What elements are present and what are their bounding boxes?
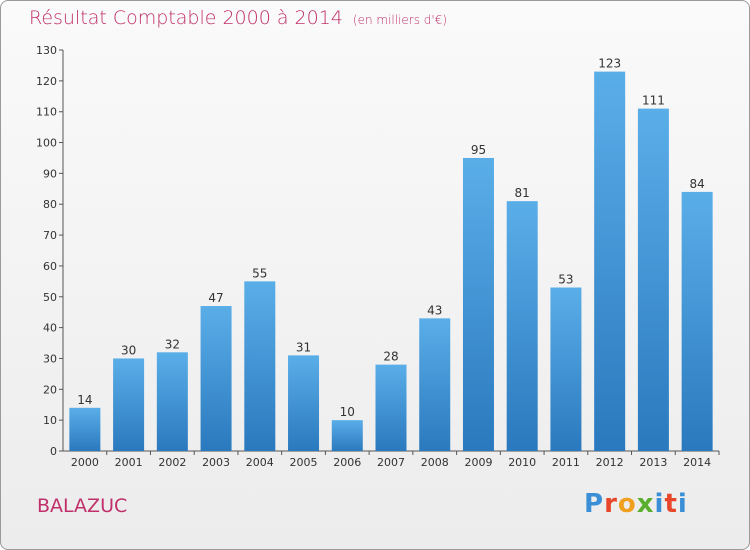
x-tick-label: 2005 bbox=[290, 456, 318, 469]
bar bbox=[550, 287, 582, 451]
x-tick-label: 2012 bbox=[596, 456, 624, 469]
y-tick-label: 50 bbox=[43, 291, 57, 304]
x-tick-label: 2004 bbox=[246, 456, 274, 469]
y-tick-label: 30 bbox=[43, 352, 57, 365]
logo-letter: t bbox=[664, 489, 678, 519]
bar-value-label: 55 bbox=[252, 266, 267, 280]
bar bbox=[244, 281, 276, 451]
bar bbox=[156, 352, 188, 451]
bar-value-label: 123 bbox=[598, 57, 621, 71]
y-tick-label: 90 bbox=[43, 167, 57, 180]
x-tick-label: 2002 bbox=[158, 456, 186, 469]
bar bbox=[637, 108, 669, 451]
bar bbox=[506, 201, 538, 451]
y-tick-label: 70 bbox=[43, 229, 57, 242]
logo-letter: i bbox=[654, 489, 665, 519]
bar bbox=[594, 71, 626, 451]
x-tick-label: 2009 bbox=[464, 456, 492, 469]
bar bbox=[462, 157, 494, 451]
bar-value-label: 47 bbox=[208, 291, 223, 305]
proxiti-logo: Proxiti bbox=[584, 489, 688, 519]
bar-value-label: 95 bbox=[471, 143, 486, 157]
y-tick-label: 60 bbox=[43, 260, 57, 273]
x-tick-label: 2013 bbox=[639, 456, 667, 469]
y-tick-label: 10 bbox=[43, 414, 57, 427]
y-tick-label: 0 bbox=[50, 445, 57, 458]
chart-title-text: Résultat Comptable 2000 à 2014 bbox=[29, 7, 343, 29]
bar-value-label: 81 bbox=[515, 186, 530, 200]
bar-value-label: 32 bbox=[165, 337, 180, 351]
bar bbox=[69, 407, 101, 451]
bar bbox=[288, 355, 320, 451]
bar-value-label: 111 bbox=[642, 94, 665, 108]
bar bbox=[375, 364, 407, 451]
chart-bars bbox=[69, 71, 713, 451]
x-tick-label: 2006 bbox=[333, 456, 361, 469]
logo-letter: P bbox=[584, 489, 605, 519]
x-tick-label: 2003 bbox=[202, 456, 230, 469]
bar-value-label: 14 bbox=[77, 393, 92, 407]
x-tick-label: 2007 bbox=[377, 456, 405, 469]
x-tick-label: 2000 bbox=[71, 456, 99, 469]
bar bbox=[200, 306, 232, 451]
bar-value-label: 10 bbox=[340, 405, 355, 419]
bar bbox=[331, 420, 363, 451]
logo-letter: i bbox=[677, 489, 688, 519]
bar bbox=[681, 191, 713, 451]
bar-value-label: 31 bbox=[296, 340, 311, 354]
bar-value-label: 84 bbox=[689, 177, 704, 191]
y-tick-label: 80 bbox=[43, 198, 57, 211]
y-tick-label: 40 bbox=[43, 322, 57, 335]
chart-unit: (en milliers d'€) bbox=[352, 13, 448, 27]
bar-value-label: 28 bbox=[383, 350, 398, 364]
y-tick-label: 130 bbox=[36, 44, 57, 57]
y-tick-label: 120 bbox=[36, 75, 57, 88]
y-tick-label: 100 bbox=[36, 137, 57, 150]
y-tick-label: 20 bbox=[43, 383, 57, 396]
x-tick-label: 2010 bbox=[508, 456, 536, 469]
bar-value-label: 43 bbox=[427, 303, 442, 317]
x-tick-label: 2008 bbox=[421, 456, 449, 469]
bar-value-label: 53 bbox=[558, 273, 573, 287]
logo-letter: o bbox=[617, 489, 637, 519]
chart-title: Résultat Comptable 2000 à 2014 (en millie… bbox=[29, 7, 447, 29]
bar bbox=[113, 358, 145, 451]
chart-labels: 14 2000 30 2001 32 2002 47 2003 55 2004 31 2005 10 20… bbox=[71, 57, 711, 469]
commune-name: BALAZUC bbox=[37, 495, 128, 517]
x-tick-label: 2001 bbox=[115, 456, 143, 469]
y-tick-label: 110 bbox=[36, 106, 57, 119]
logo-letter: r bbox=[604, 489, 618, 519]
x-tick-label: 2014 bbox=[683, 456, 711, 469]
x-tick-label: 2011 bbox=[552, 456, 580, 469]
logo-letter: x bbox=[636, 489, 655, 519]
bar bbox=[419, 318, 451, 451]
bar-value-label: 30 bbox=[121, 343, 136, 357]
